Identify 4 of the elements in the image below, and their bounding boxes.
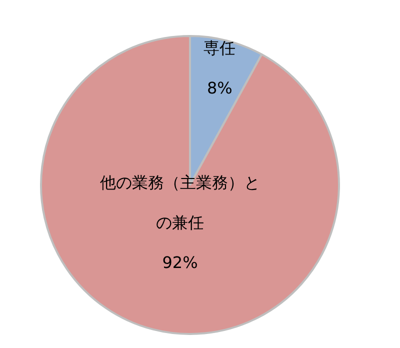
data-label: 8% (206, 78, 232, 98)
data-label: 92% (162, 253, 198, 272)
category-label: 他の業務（主業務）との兼任 (100, 173, 260, 232)
slice-label: 専任 (204, 38, 236, 58)
